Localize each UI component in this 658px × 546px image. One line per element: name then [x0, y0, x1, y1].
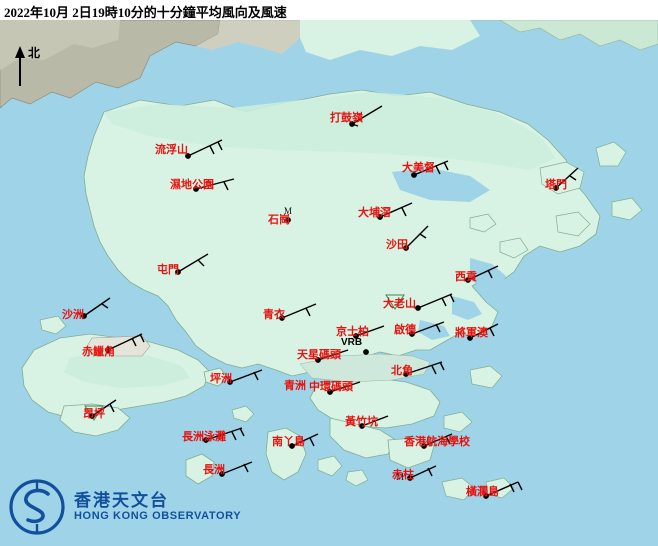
station-label-tseung-kwan-o[interactable]: 將軍澳 [455, 327, 488, 339]
station-label-peng-chau[interactable]: 坪洲 [210, 373, 232, 385]
station-label-chek-lap-kok[interactable]: 赤鱲角 [82, 346, 115, 358]
station-label-tap-mun[interactable]: 塔門 [545, 179, 567, 191]
station-label-sha-tin[interactable]: 沙田 [386, 239, 408, 251]
vrb-label: VRB [341, 337, 363, 348]
m-mark-stanley: M [396, 472, 405, 482]
station-label-green-island[interactable]: 青洲 [284, 380, 306, 392]
station-label-central-pier[interactable]: 中環碼頭 [309, 381, 353, 393]
station-label-tsing-yi[interactable]: 青衣 [263, 309, 285, 321]
hko-logo-icon [9, 479, 65, 535]
station-label-star-ferry[interactable]: 天星碼頭 [297, 349, 341, 361]
page-title: 2022年10月 2日19時10分的十分鐘平均風向及風速 [4, 5, 287, 20]
wind-barbs [81, 105, 579, 499]
station-label-shek-kong[interactable]: 石崗 [268, 214, 290, 226]
station-label-kai-tak[interactable]: 啟德 [394, 324, 416, 336]
map-graphic [0, 20, 658, 546]
logo-chinese-text: 香港天文台 [74, 491, 169, 510]
station-label-tai-mei-tuk[interactable]: 大美督 [402, 162, 435, 174]
north-arrow-icon [15, 46, 25, 86]
station-label-tates-cairn[interactable]: 大老山 [383, 298, 416, 310]
hko-logo: 香港天文台 HONG KONG OBSERVATORY [8, 478, 258, 540]
station-label-tuen-mun[interactable]: 屯門 [157, 264, 179, 276]
hong-kong-wind-map[interactable]: 北 M M VRB 打鼓嶺 流浮山 濕地公園 大美督 塔門 石崗 大埔滘 沙田 … [0, 20, 658, 546]
station-label-tai-po-kau[interactable]: 大埔滘 [358, 207, 391, 219]
logo-english-text: HONG KONG OBSERVATORY [74, 510, 242, 522]
station-label-cheung-chau[interactable]: 長洲 [203, 464, 225, 476]
station-label-ngong-ping[interactable]: 昂坪 [83, 408, 105, 420]
station-label-wetland-park[interactable]: 濕地公園 [170, 179, 214, 191]
north-label: 北 [28, 46, 41, 60]
station-label-cheung-chau-beach[interactable]: 長洲泳灘 [182, 431, 226, 443]
station-label-north-point[interactable]: 北角 [391, 365, 413, 377]
station-label-wong-chuk-hang[interactable]: 黃竹坑 [345, 416, 378, 428]
station-label-hk-sea-school[interactable]: 香港航海學校 [404, 436, 470, 448]
station-label-lau-fau-shan[interactable]: 流浮山 [155, 144, 188, 156]
station-label-sha-chau[interactable]: 沙洲 [62, 309, 84, 321]
station-label-kings-park[interactable]: 京士柏 [336, 326, 369, 338]
station-label-ta-kwu-ling[interactable]: 打鼓嶺 [330, 112, 363, 124]
station-label-stanley[interactable]: 赤柱 [392, 469, 414, 481]
station-label-waglan-island[interactable]: 橫瀾島 [466, 486, 499, 498]
station-label-sai-kung[interactable]: 西貢 [455, 271, 477, 283]
m-mark-shek-kong: M [284, 206, 293, 216]
station-label-lamma-island[interactable]: 南丫島 [272, 436, 305, 448]
